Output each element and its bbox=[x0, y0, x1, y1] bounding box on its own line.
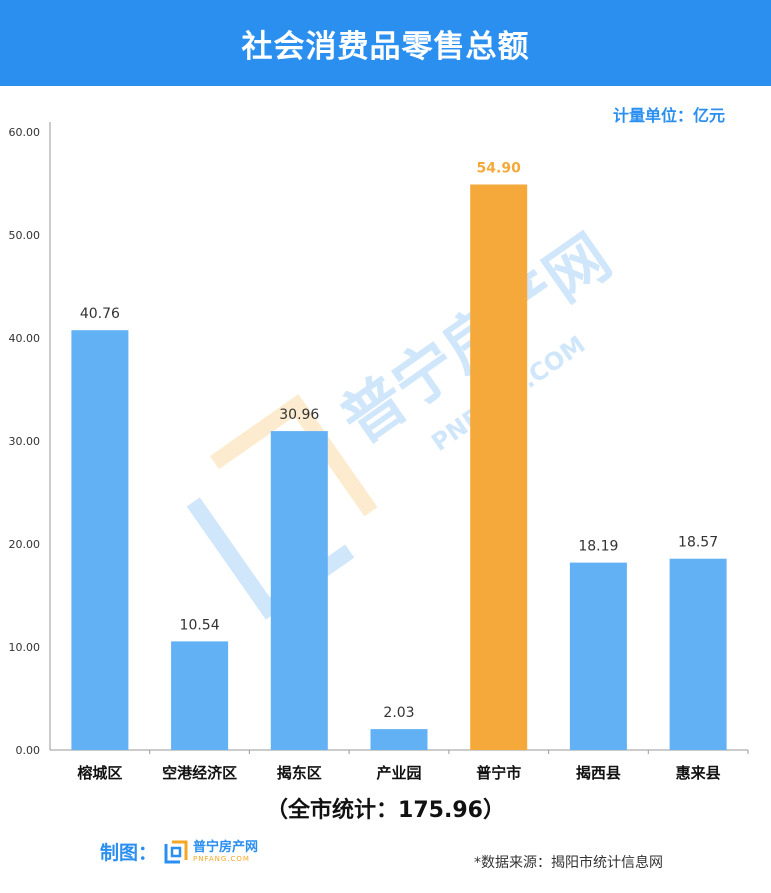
category-label: 揭西县 bbox=[576, 764, 621, 782]
watermark-logo-icon bbox=[209, 394, 378, 517]
logo-text: 普宁房产网 bbox=[193, 839, 259, 855]
bar bbox=[270, 431, 328, 750]
unit-label: 计量单位：亿元 bbox=[612, 106, 725, 125]
bar bbox=[470, 184, 528, 750]
bar bbox=[71, 330, 129, 750]
y-tick-label: 60.00 bbox=[9, 126, 41, 139]
bar bbox=[171, 641, 229, 750]
category-label: 空港经济区 bbox=[162, 764, 237, 782]
y-tick-label: 20.00 bbox=[9, 538, 41, 551]
category-label: 榕城区 bbox=[77, 764, 122, 782]
data-label: 54.90 bbox=[477, 161, 522, 177]
data-source: *数据来源：揭阳市统计信息网 bbox=[474, 855, 663, 871]
data-label: 18.57 bbox=[678, 535, 718, 551]
category-label: 揭东区 bbox=[277, 764, 322, 782]
y-tick-label: 0.00 bbox=[16, 744, 41, 757]
bar bbox=[370, 729, 428, 750]
bar bbox=[569, 562, 627, 750]
data-label: 10.54 bbox=[180, 617, 220, 633]
maker-credit: 制图： 普宁房产网 PNFANG.COM bbox=[100, 838, 258, 865]
data-label: 40.76 bbox=[80, 306, 120, 322]
y-tick-label: 50.00 bbox=[9, 229, 41, 242]
y-tick-label: 10.00 bbox=[9, 641, 41, 654]
logo-domain: PNFANG.COM bbox=[193, 854, 250, 863]
y-tick-label: 40.00 bbox=[9, 332, 41, 345]
category-label: 惠来县 bbox=[676, 764, 721, 782]
header-banner: 社会消费品零售总额 bbox=[0, 0, 771, 86]
bar-chart: 普宁房产网PNFANG.COM0.0010.0020.0030.0040.005… bbox=[9, 122, 749, 782]
maker-label: 制图： bbox=[100, 842, 158, 864]
total-label: （全市统计：175.96） bbox=[266, 798, 505, 823]
category-label: 产业园 bbox=[376, 764, 421, 782]
data-label: 18.19 bbox=[578, 539, 618, 555]
y-tick-label: 30.00 bbox=[9, 435, 41, 448]
pnfang-logo: 普宁房产网 PNFANG.COM bbox=[163, 839, 258, 865]
category-label: 普宁市 bbox=[476, 764, 521, 782]
logo-icon bbox=[164, 840, 188, 863]
chart-title: 社会消费品零售总额 bbox=[241, 28, 530, 65]
bar bbox=[669, 558, 727, 750]
data-label: 30.96 bbox=[279, 407, 319, 423]
data-label: 2.03 bbox=[383, 705, 414, 721]
